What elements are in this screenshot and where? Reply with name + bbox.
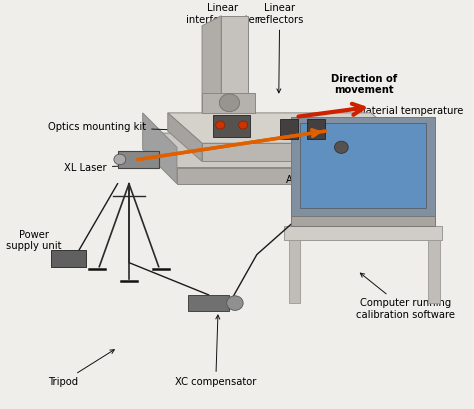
Circle shape bbox=[238, 121, 248, 129]
Polygon shape bbox=[177, 168, 414, 184]
Text: Computer running
calibration software: Computer running calibration software bbox=[356, 273, 455, 320]
Polygon shape bbox=[202, 143, 405, 162]
Polygon shape bbox=[284, 226, 442, 240]
Text: Direction of
movement: Direction of movement bbox=[331, 74, 397, 95]
Text: Material temperature
sensor(s): Material temperature sensor(s) bbox=[356, 106, 463, 137]
Polygon shape bbox=[168, 113, 405, 143]
Polygon shape bbox=[118, 151, 159, 168]
Polygon shape bbox=[51, 250, 86, 267]
Text: Linear
interferometer: Linear interferometer bbox=[186, 3, 259, 93]
Text: Power
supply unit: Power supply unit bbox=[6, 229, 66, 257]
Polygon shape bbox=[289, 240, 300, 303]
Circle shape bbox=[219, 94, 239, 112]
Polygon shape bbox=[280, 119, 298, 139]
Text: Air temperature sensor: Air temperature sensor bbox=[286, 175, 401, 189]
Text: XL Laser: XL Laser bbox=[64, 162, 132, 173]
Polygon shape bbox=[428, 240, 439, 303]
Text: Tripod: Tripod bbox=[48, 350, 114, 387]
Polygon shape bbox=[213, 115, 250, 137]
Text: Linear
reflectors: Linear reflectors bbox=[256, 3, 303, 93]
Polygon shape bbox=[143, 133, 414, 168]
Polygon shape bbox=[168, 113, 202, 162]
Polygon shape bbox=[202, 16, 221, 113]
Polygon shape bbox=[221, 16, 248, 113]
Polygon shape bbox=[202, 93, 255, 113]
Polygon shape bbox=[307, 119, 325, 139]
Polygon shape bbox=[291, 216, 435, 226]
Polygon shape bbox=[188, 295, 229, 311]
Polygon shape bbox=[291, 117, 435, 216]
Polygon shape bbox=[300, 123, 426, 208]
Circle shape bbox=[227, 296, 243, 310]
Circle shape bbox=[335, 141, 348, 153]
Text: Optics mounting kit: Optics mounting kit bbox=[48, 122, 203, 133]
Circle shape bbox=[216, 121, 225, 129]
Text: XC compensator: XC compensator bbox=[175, 315, 256, 387]
Circle shape bbox=[114, 154, 126, 165]
Polygon shape bbox=[143, 113, 177, 184]
